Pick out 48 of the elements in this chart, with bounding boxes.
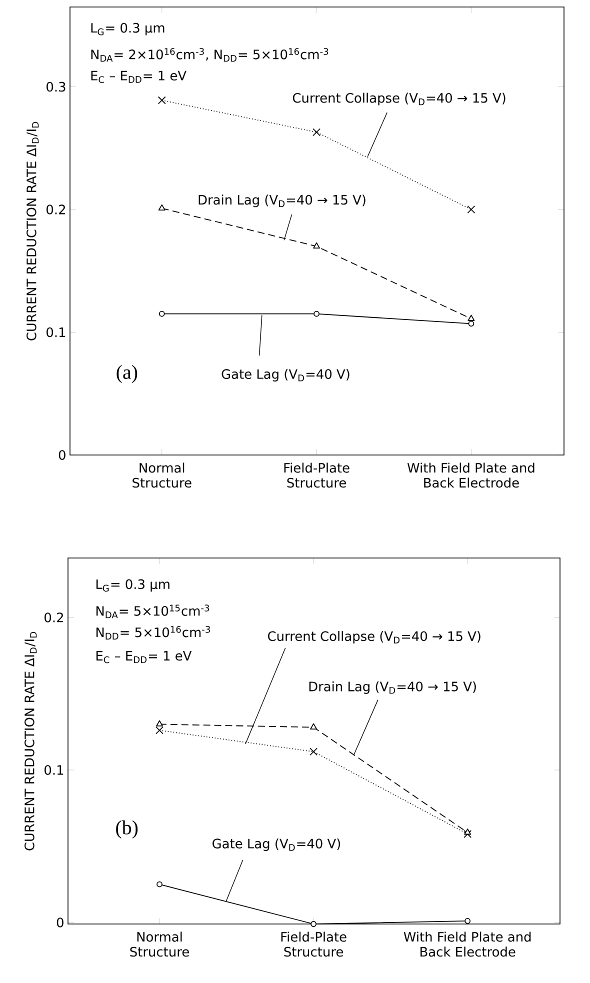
text: Gate Lag (V$_{D}$=40 V) [212,838,340,851]
x-tick-label: With Field Plate and Back Electrode [404,932,531,957]
point [464,918,471,924]
x-tick-label: Field-Plate Structure [281,932,346,957]
y-tick-label: 0.1 [46,327,66,338]
point [158,310,165,317]
y-tick-label: 0 [58,450,66,460]
x-tick-label: With Field Plate and Back Electrode [407,462,534,488]
point [310,723,318,730]
point [313,242,320,249]
series-label: Drain Lag (V$_{D}$=40 → 15 V) [198,194,366,208]
point [156,726,164,734]
y-tick-label: 0.1 [44,765,64,775]
point [310,921,316,927]
point [158,204,166,210]
x-tick-label: Field-Plate Structure [284,462,350,488]
y-axis-title: CURRENT REDUCTION RATE ΔI$_{D}$/I$_{D}$ [24,632,37,850]
point [468,314,475,321]
annotation: (a) [116,364,138,384]
annotation: L$_{G}$= 0.3 μm [91,22,164,36]
point [156,720,163,726]
x-tick-label: Normal Structure [130,932,189,957]
point [312,128,321,136]
annotation: N$_{DA}$= 5×10$^{15}$cm$^{-3}$ [96,604,210,618]
annotation: L$_{G}$= 0.3 μm [96,579,170,592]
y-tick-label: 0.2 [46,204,65,214]
y-tick-label: 0 [56,918,64,928]
annotation: N$_{DD}$= 5×10$^{16}$cm$^{-3}$ [96,626,210,640]
annotation: (b) [116,820,138,838]
point [156,881,162,888]
point [464,828,472,835]
text: N$_{DA}$= 2×10$^{16}$cm$^{-3}$, N$_{DD}$= 5×10$^{16}$cm$^{-3}$ [91,48,328,62]
y-axis-title: CURRENT REDUCTION RATE ΔI$_{D}$/I$_{D}$ [26,122,39,340]
text: Current Collapse (V$_{D}$=40 → 15 V) [268,631,480,644]
point [468,320,474,327]
y-tick-label: 0.3 [46,82,66,92]
annotation: E$_{C}$ – E$_{DD}$= 1 eV [91,70,186,84]
point [314,310,320,317]
text: Gate Lag (V$_{D}$=40 V) [222,368,350,382]
x-tick-label: Normal Structure [132,462,192,488]
point [467,206,476,214]
series-label: Current Collapse (V$_{D}$=40 → 15 V) [292,92,506,106]
point [158,96,166,104]
y-tick-label: 0.2 [44,612,63,622]
point [310,748,318,756]
point [464,830,472,838]
text: Drain Lag (V$_{D}$=40 → 15 V) [309,681,476,694]
annotation: E$_{C}$ – E$_{DD}$= 1 eV [96,651,192,664]
